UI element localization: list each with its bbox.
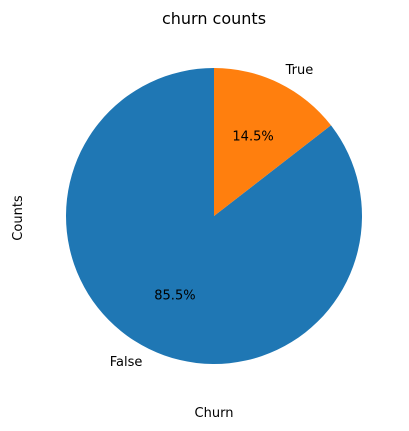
pie-slice-false bbox=[65, 68, 362, 364]
pie-labels: False 85.5% True 14.5% bbox=[110, 63, 314, 370]
pie-slices bbox=[65, 67, 362, 364]
pie-category-label: True bbox=[285, 63, 314, 78]
pie-category-label: False bbox=[110, 355, 143, 370]
chart-title: churn counts bbox=[162, 9, 266, 28]
pie-percent-label: 14.5% bbox=[232, 129, 273, 144]
pie-slice-true bbox=[214, 67, 331, 216]
y-axis-label: Counts bbox=[11, 195, 26, 241]
x-axis-label: Churn bbox=[195, 406, 234, 421]
pie-percent-label: 85.5% bbox=[154, 289, 195, 304]
